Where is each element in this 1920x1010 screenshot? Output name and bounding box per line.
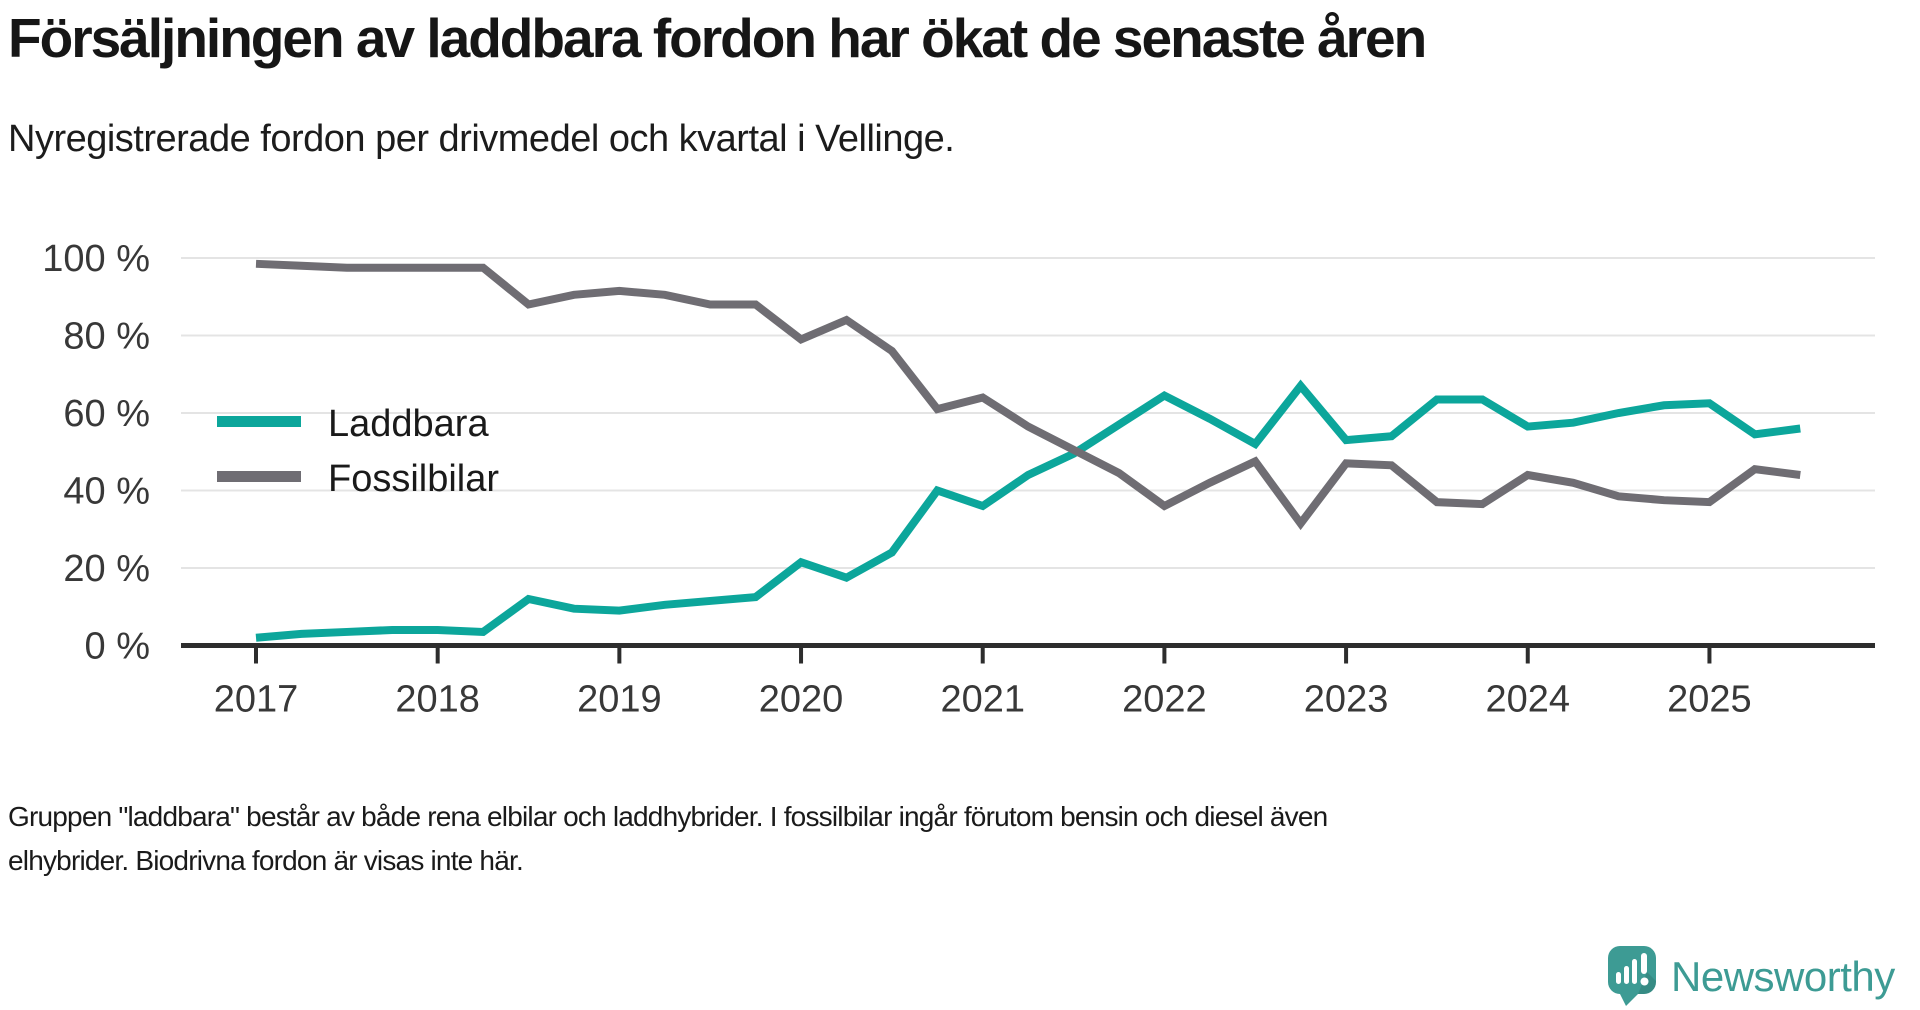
- x-axis-label: 2023: [1304, 679, 1389, 721]
- chart-footnote: Gruppen "laddbara" består av både rena e…: [8, 795, 1328, 883]
- laddbara-line: [255, 379, 1801, 642]
- x-axis-label: 2022: [1122, 679, 1207, 721]
- y-axis-label: 20 %: [63, 548, 150, 590]
- newsworthy-logo: Newsworthy: [1608, 946, 1895, 1006]
- newsworthy-speech-bubble-bar-chart-icon: [1608, 946, 1656, 1006]
- chart-subtitle: Nyregistrerade fordon per drivmedel och …: [8, 118, 955, 160]
- page-title: Försäljningen av laddbara fordon har öka…: [8, 7, 1427, 69]
- x-axis-label: 2021: [940, 679, 1025, 721]
- y-axis-label: 0 %: [85, 626, 150, 668]
- y-axis-label: 60 %: [63, 393, 150, 435]
- y-axis-label: 100 %: [42, 238, 150, 280]
- footnote-line-1: Gruppen "laddbara" består av både rena e…: [8, 801, 1328, 832]
- legend-swatch-fossilbilar: [217, 471, 301, 482]
- y-axis-label: 80 %: [63, 316, 150, 358]
- logo-bar-1: [1616, 972, 1621, 984]
- logo-exclamation-dot: [1640, 977, 1649, 986]
- y-axis-label: 40 %: [63, 471, 150, 513]
- fossilbilar-line: [255, 259, 1801, 531]
- footnote-line-2: elhybrider. Biodrivna fordon är visas in…: [8, 845, 524, 876]
- line-chart: 0 % 20 % 40 % 60 % 80 % 100 % 2017 2018 2019 2020…: [42, 238, 1875, 721]
- x-axis-label: 2019: [577, 679, 662, 721]
- x-axis-label: 2017: [214, 679, 299, 721]
- legend-swatch-laddbara: [217, 416, 301, 427]
- x-axis-label: 2020: [759, 679, 844, 721]
- legend-label-fossilbilar: Fossilbilar: [328, 458, 499, 500]
- logo-exclamation-bar: [1641, 953, 1647, 974]
- logo-bar-3: [1632, 959, 1637, 984]
- x-axis-label: 2025: [1667, 679, 1752, 721]
- x-axis-label: 2018: [395, 679, 480, 721]
- newsworthy-wordmark: Newsworthy: [1671, 953, 1895, 1000]
- logo-bar-2: [1624, 966, 1629, 984]
- x-axis-label: 2024: [1485, 679, 1570, 721]
- legend-label-laddbara: Laddbara: [328, 403, 489, 445]
